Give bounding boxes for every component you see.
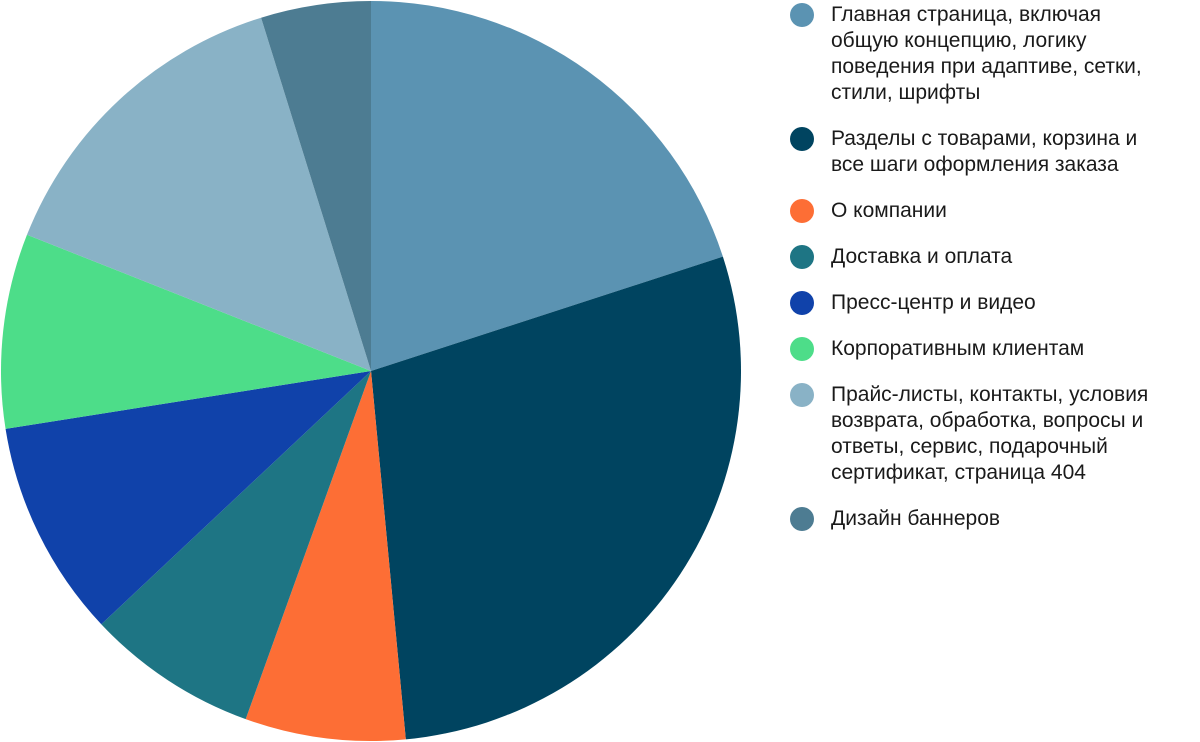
legend-label: Разделы с товарами, корзина и все шаги о… [831, 127, 1138, 176]
legend-item-4: Доставка и оплата [790, 244, 1200, 270]
pie-slice-7 [26, 17, 371, 371]
legend-item-6: Корпоративным клиентам [790, 336, 1200, 362]
legend-label: Доставка и оплата [831, 245, 1013, 268]
legend-item-2: Разделы с товарами, корзина и все шаги о… [790, 126, 1200, 178]
legend-swatch [790, 3, 814, 27]
legend-swatch [790, 245, 814, 269]
legend-label: О компании [831, 199, 947, 222]
legend-swatch [790, 507, 814, 531]
legend-label: Пресс-центр и видео [831, 291, 1036, 314]
legend-label: Корпоративным клиентам [831, 337, 1085, 360]
legend-item-1: Главная страница, включая общую концепци… [790, 2, 1200, 106]
legend-label: Прайс-листы, контакты, условия возврата,… [831, 383, 1149, 484]
legend-swatch [790, 199, 814, 223]
pie-slice-3 [245, 371, 406, 742]
legend-item-8: Дизайн баннеров [790, 506, 1200, 532]
legend-item-7: Прайс-листы, контакты, условия возврата,… [790, 382, 1200, 486]
legend-swatch [790, 383, 814, 407]
pie-slice-1 [371, 1, 723, 371]
legend-swatch [790, 127, 814, 151]
legend-item-3: О компании [790, 198, 1200, 224]
pie-chart [1, 1, 742, 742]
pie-slice-2 [371, 256, 742, 740]
pie-slice-4 [101, 371, 371, 720]
legend-item-5: Пресс-центр и видео [790, 290, 1200, 316]
chart-legend: Главная страница, включая общую концепци… [790, 2, 1200, 552]
legend-swatch [790, 291, 814, 315]
pie-slice-8 [261, 1, 371, 371]
legend-label: Главная страница, включая общую концепци… [831, 3, 1142, 104]
pie-slice-6 [1, 234, 372, 429]
legend-label: Дизайн баннеров [831, 507, 1001, 530]
legend-swatch [790, 337, 814, 361]
pie-slice-5 [5, 371, 372, 625]
